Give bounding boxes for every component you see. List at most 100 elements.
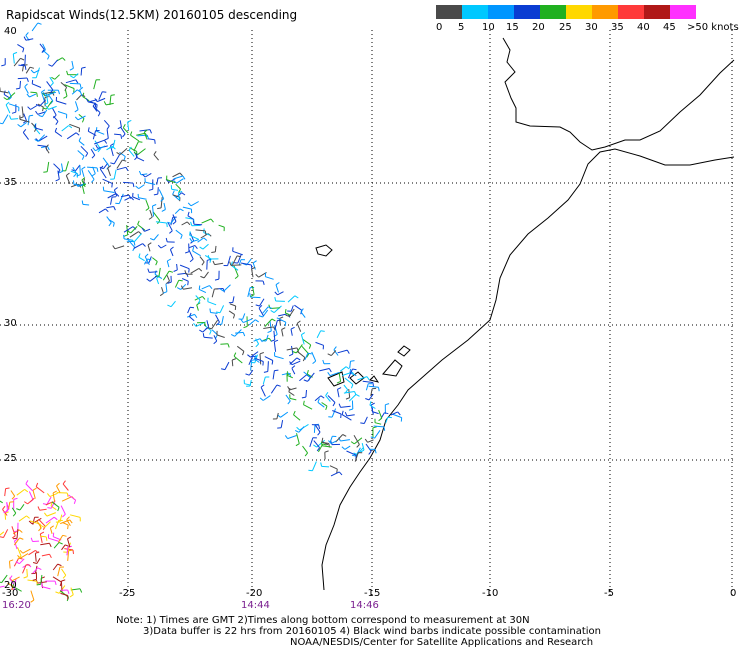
wind-barb-feather [172,221,177,225]
wind-barb-feather [40,531,45,535]
wind-barb-feather [91,173,96,177]
wind-barb [62,522,69,526]
wind-barb-feather [51,91,55,96]
wind-barb [37,111,46,115]
time-label: 16:20 [2,600,31,611]
wind-barb-feather [78,137,82,142]
wind-barb-feather [50,502,53,507]
wind-barb-feather [50,82,54,87]
wind-barb [109,95,112,105]
wind-barb [370,388,373,397]
wind-barb [48,105,57,110]
wind-barb-feather [63,95,68,99]
wind-barb-feather [284,309,287,314]
coastline [315,37,735,591]
wind-barb-feather [236,255,242,258]
wind-barb [45,147,50,154]
wind-barb-feather [112,222,115,227]
wind-barb [5,104,11,114]
wind-barb-feather [122,133,126,138]
wind-barb [65,161,69,172]
wind-barb-feather [288,372,292,377]
footnote-line: 3)Data buffer is 22 hrs from 20160105 4)… [143,626,601,637]
wind-barb [390,411,398,416]
colorbar-segment [462,5,488,19]
wind-barb [314,395,322,402]
wind-barb-feather [332,402,336,407]
wind-barb-feather [56,482,60,487]
wind-barb-feather [324,450,329,453]
wind-barb-feather [81,155,85,160]
wind-barb [373,425,384,428]
wind-barb [44,521,51,528]
wind-barb-feather [8,96,12,101]
wind-barb [169,249,174,257]
wind-barb-feather [47,55,50,60]
wind-barb-feather [35,550,39,554]
wind-barb-feather [168,270,174,273]
wind-barb [252,262,256,270]
wind-barb-feather [178,188,182,193]
wind-barb [333,349,339,356]
wind-barb-feather [37,506,41,511]
wind-barb [60,82,67,88]
wind-barb [309,437,314,448]
lat-lon-grid [0,30,734,596]
wind-barb-feather [36,583,41,586]
wind-barb-feather [108,222,112,227]
wind-barb-feather [252,260,257,264]
wind-barb [218,224,225,228]
wind-barb [114,133,121,136]
wind-barb-feather [157,244,162,249]
wind-barb [195,295,201,301]
wind-barb [190,201,199,207]
wind-barb [374,430,381,439]
wind-barb [140,173,148,176]
wind-barb-feather [52,490,57,494]
wind-barb-feather [291,365,296,369]
wind-barb [287,295,296,303]
wind-barb-feather [0,122,3,125]
wind-barb [139,129,151,132]
wind-barb-feather [107,165,112,169]
wind-barb-feather [209,285,213,290]
wind-barb [130,134,140,142]
wind-barb [353,435,360,445]
wind-barb-feather [62,574,67,579]
wind-barb [2,114,9,125]
wind-barb-feather [47,146,50,151]
wind-barb [6,92,16,101]
wind-barb [385,416,389,424]
wind-barb-feather [325,405,328,411]
wind-barb [88,130,97,137]
wind-barb [187,313,195,318]
wind-barb-feather [209,308,211,313]
wind-barb-feather [180,285,184,290]
wind-barb [196,304,199,311]
wind-barb-feather [42,92,46,97]
wind-barb-feather [301,396,306,399]
wind-barb [223,284,231,292]
wind-barb [273,330,276,340]
wind-barb [172,214,177,222]
wind-barb-feather [220,368,226,371]
wind-barb-feather [374,449,377,454]
wind-barb [280,411,289,418]
wind-barb [127,121,130,131]
wind-barb-feather [274,369,279,372]
wind-barb-feather [79,588,83,593]
wind-barb [316,330,322,339]
wind-barb-feather [303,400,305,405]
wind-barb [229,303,236,307]
wind-barb [113,154,120,165]
wind-barb [130,226,138,234]
wind-barb-feather [19,537,24,540]
wind-barb-feather [341,446,346,450]
wind-barb-feather [255,343,259,348]
wind-barb-feather [17,124,22,128]
wind-barb [61,496,73,502]
wind-barb [3,529,9,538]
wind-barb-feather [325,392,329,396]
wind-barb-feather [197,299,201,304]
wind-barb-feather [170,246,174,250]
